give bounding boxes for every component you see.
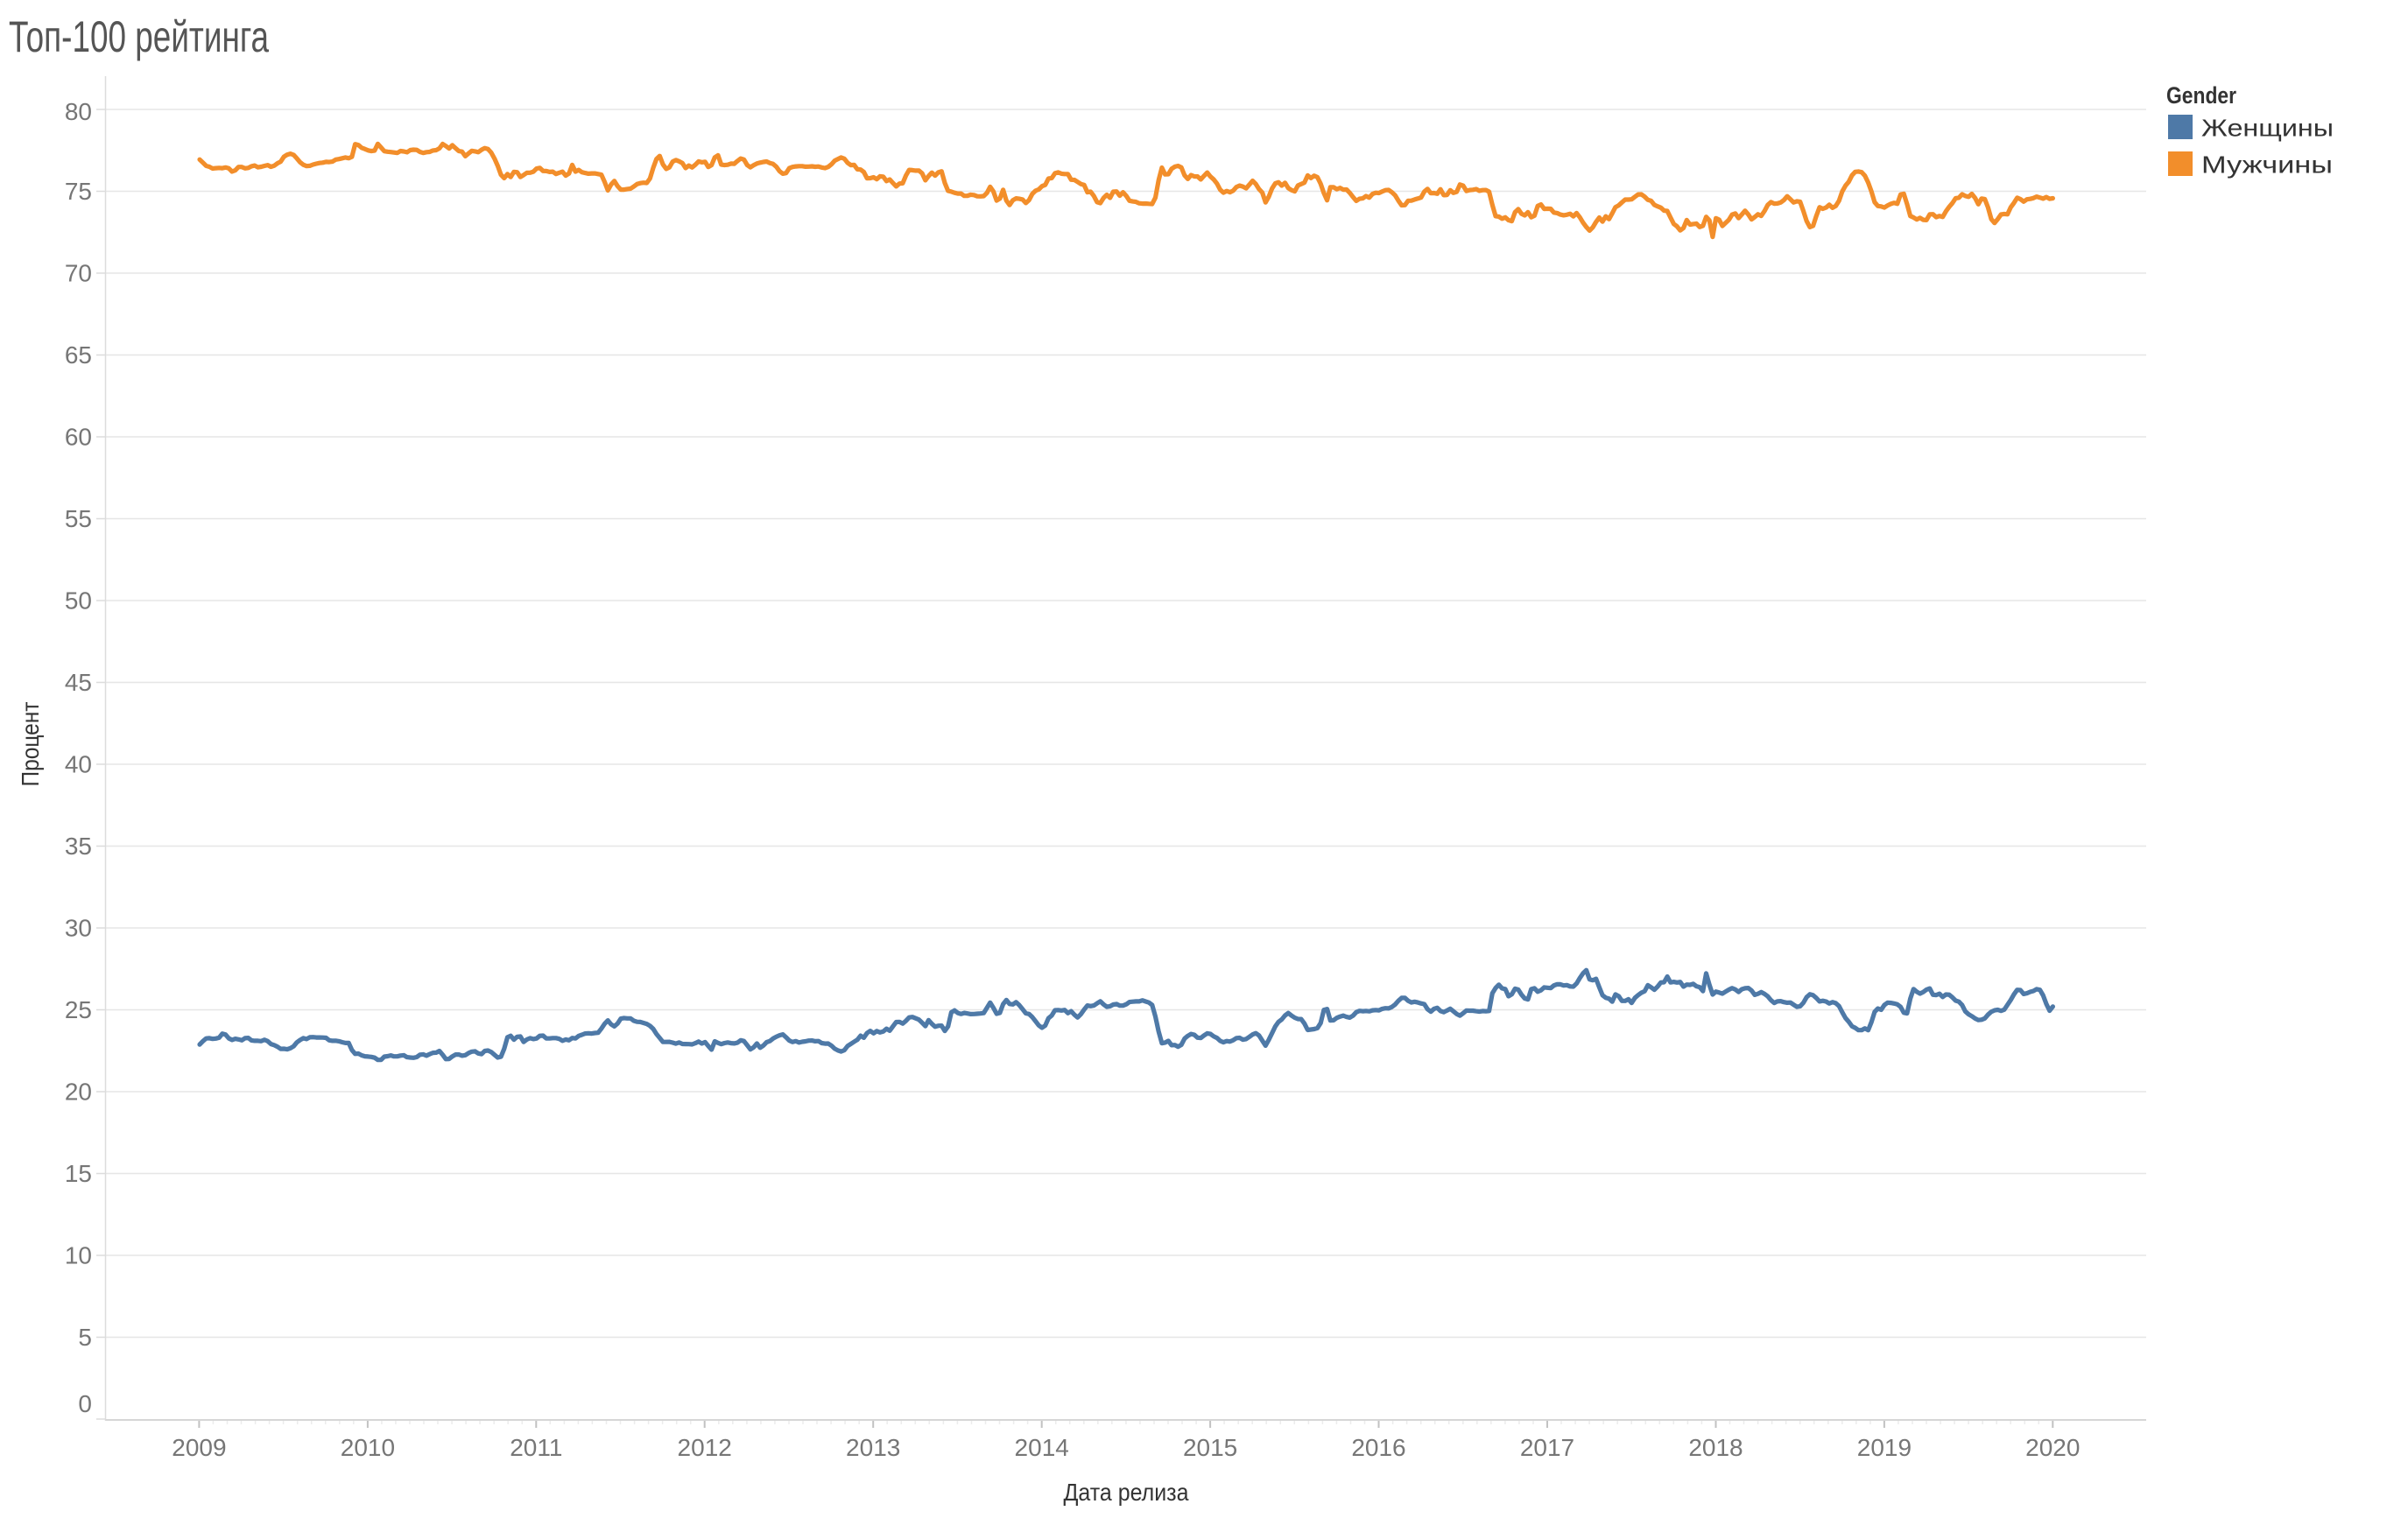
svg-text:2013: 2013 xyxy=(846,1434,900,1461)
svg-text:Женщины: Женщины xyxy=(2201,115,2334,142)
svg-text:55: 55 xyxy=(65,505,92,532)
svg-text:Дата релиза: Дата релиза xyxy=(1064,1479,1189,1506)
svg-text:2011: 2011 xyxy=(510,1434,562,1461)
svg-text:75: 75 xyxy=(65,178,92,205)
svg-text:Мужчины: Мужчины xyxy=(2201,151,2333,179)
svg-text:2009: 2009 xyxy=(172,1434,226,1461)
svg-text:2015: 2015 xyxy=(1183,1434,1237,1461)
svg-text:20: 20 xyxy=(65,1079,92,1106)
svg-text:60: 60 xyxy=(65,424,92,451)
svg-text:0: 0 xyxy=(78,1390,92,1417)
svg-text:5: 5 xyxy=(78,1324,92,1351)
svg-text:2016: 2016 xyxy=(1351,1434,1405,1461)
svg-text:45: 45 xyxy=(65,669,92,696)
svg-text:2019: 2019 xyxy=(1857,1434,1912,1461)
svg-text:25: 25 xyxy=(65,996,92,1023)
svg-text:2014: 2014 xyxy=(1015,1434,1069,1461)
svg-text:10: 10 xyxy=(65,1242,92,1269)
svg-text:15: 15 xyxy=(65,1160,92,1187)
svg-text:35: 35 xyxy=(65,833,92,860)
svg-text:Топ-100 рейтинга: Топ-100 рейтинга xyxy=(9,12,269,61)
svg-text:Процент: Процент xyxy=(17,701,44,786)
svg-text:2018: 2018 xyxy=(1688,1434,1743,1461)
svg-text:40: 40 xyxy=(65,751,92,778)
svg-text:2020: 2020 xyxy=(2025,1434,2080,1461)
svg-text:2012: 2012 xyxy=(678,1434,732,1461)
svg-text:65: 65 xyxy=(65,341,92,369)
svg-text:50: 50 xyxy=(65,587,92,615)
svg-text:70: 70 xyxy=(65,260,92,287)
svg-text:2010: 2010 xyxy=(341,1434,395,1461)
svg-text:30: 30 xyxy=(65,915,92,942)
svg-text:Gender: Gender xyxy=(2166,82,2236,109)
svg-text:80: 80 xyxy=(65,98,92,125)
svg-text:2017: 2017 xyxy=(1520,1434,1574,1461)
